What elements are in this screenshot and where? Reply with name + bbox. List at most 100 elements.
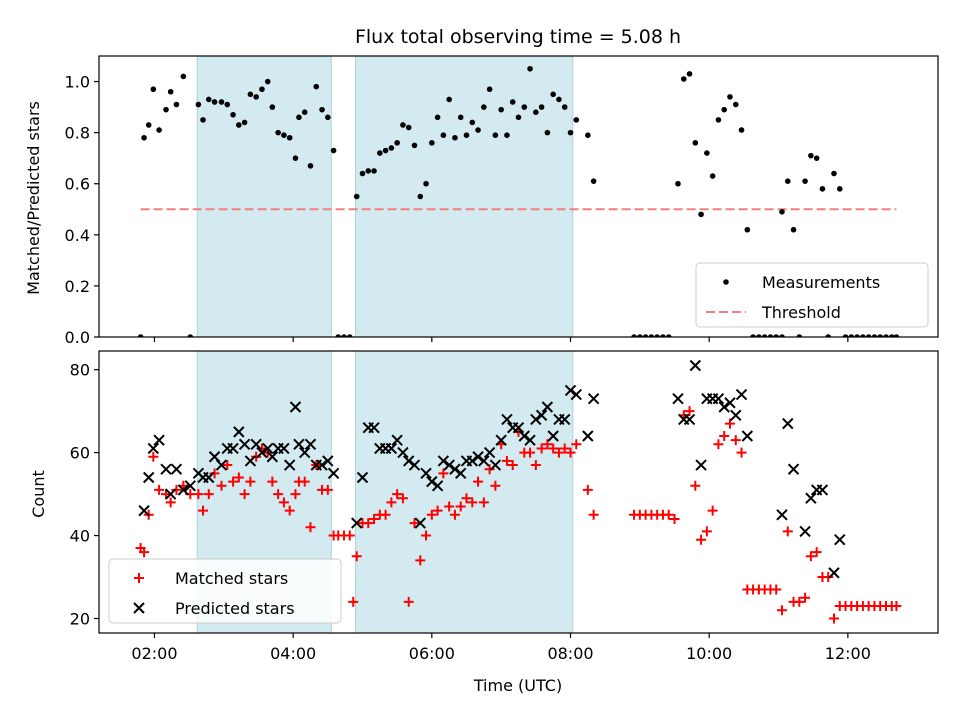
data-point [800,592,811,603]
data-point [251,451,262,462]
data-point [481,104,487,110]
data-point [363,518,374,529]
x-tick-label: 02:00 [131,644,177,663]
data-point [582,484,593,495]
data-point [351,517,363,529]
data-point [392,489,403,500]
data-point [205,96,212,103]
top-series-measurements [137,65,900,337]
data-point [692,140,699,146]
top-legend: Measurements Threshold [695,262,929,328]
data-point [301,109,308,115]
data-point [860,334,866,337]
data-point [351,551,362,562]
data-point [654,334,660,337]
data-point [269,104,276,110]
data-point [709,173,716,179]
data-point [429,140,435,146]
data-point [307,163,314,169]
data-point [805,492,817,504]
data-point [811,547,822,558]
data-point [224,101,231,108]
data-point [313,83,320,90]
data-point [230,111,236,118]
data-point [247,91,254,98]
data-point [631,334,637,337]
data-point [684,406,695,417]
data-point [736,447,747,458]
data-point [559,443,570,454]
data-point [512,422,525,434]
data-point [216,480,227,491]
data-point [289,401,302,413]
data-point [325,114,331,121]
data-point [776,509,788,521]
data-point [281,132,287,138]
data-point [256,446,268,459]
bottom-y-tick-label: 80 [70,361,90,380]
data-point [689,359,702,372]
data-point [530,413,542,426]
data-point [432,505,443,516]
x-axis-label: Time (UTC) [473,676,562,695]
data-point [259,86,265,93]
data-point [724,418,735,429]
data-point [154,484,165,495]
data-point [304,438,317,451]
data-point [356,471,369,484]
data-point [570,388,582,401]
data-point [426,509,437,520]
bottom-legend-box [108,558,342,624]
data-point [177,484,190,496]
data-point [794,596,805,607]
x-tick-label: 06:00 [409,644,455,663]
data-point [238,438,251,451]
data-point [588,509,599,520]
data-point [359,170,366,177]
data-point [147,442,160,455]
data-point [203,489,214,500]
data-point [771,584,782,595]
data-point [264,78,271,85]
legend-label: Threshold [761,303,841,322]
data-point [365,168,372,174]
data-point [170,463,183,475]
data-point [305,522,316,533]
data-point [388,145,395,151]
data-point [498,106,504,113]
data-point [335,334,342,337]
data-point [559,413,571,426]
data-point [489,459,502,471]
data-point [495,434,507,446]
data-point [368,422,380,434]
data-point [137,334,144,337]
data-point [696,534,707,545]
x-tick-label: 10:00 [686,644,732,663]
data-point [544,129,551,136]
data-point [553,447,564,458]
data-point [273,489,284,500]
data-point [236,122,242,128]
data-point [571,439,582,450]
top-legend-box [695,262,929,328]
data-point [535,409,548,421]
data-point [420,467,432,480]
data-point [782,417,794,430]
data-point [478,455,490,467]
data-point [327,467,340,480]
data-point [637,334,643,337]
data-point [741,430,754,442]
data-point [253,94,259,100]
data-point [701,526,712,537]
data-point [463,132,470,138]
data-point [475,127,481,133]
data-point [683,413,696,426]
top-axes-frame [98,55,939,338]
data-point [773,334,780,337]
data-point [353,193,360,200]
data-point [290,489,301,500]
data-point [486,86,493,93]
bottom-axes-frame [98,350,939,634]
data-point [156,127,162,133]
data-point [322,455,334,467]
